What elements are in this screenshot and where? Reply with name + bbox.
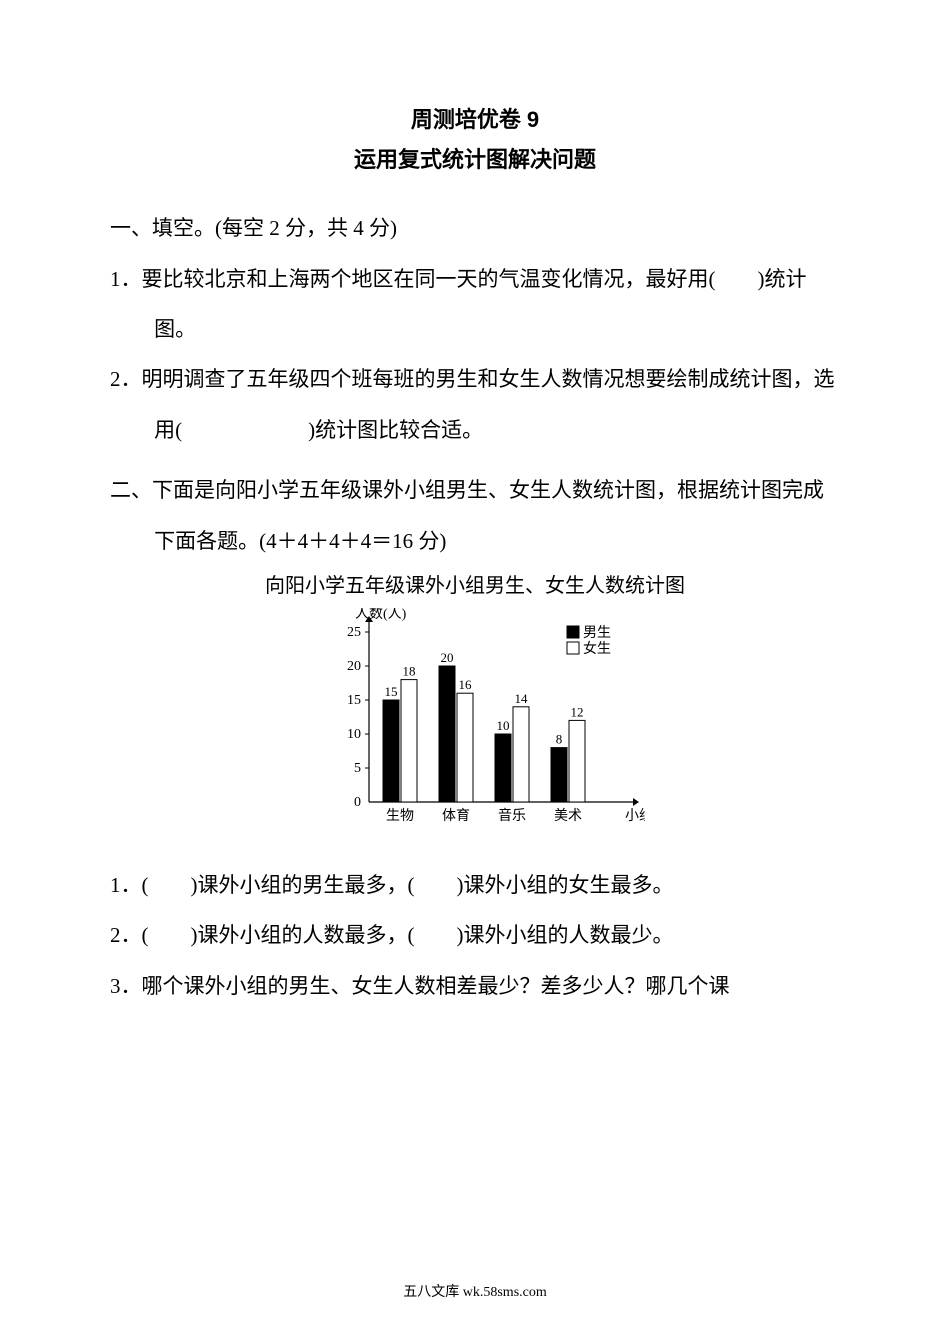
bar-chart: 0 5 10 15 20 25 人数(人) 男生女生 15 18 生物 20 16 体育 10 14 音乐 8 12… — [305, 608, 645, 848]
page-footer: 五八文库 wk.58sms.com — [0, 1276, 950, 1310]
svg-text:14: 14 — [515, 691, 529, 706]
page-title: 周测培优卷 9 — [110, 100, 840, 140]
svg-text:美术: 美术 — [554, 808, 582, 824]
svg-text:0: 0 — [354, 795, 361, 810]
svg-text:20: 20 — [347, 659, 361, 674]
svg-text:18: 18 — [403, 664, 416, 679]
svg-text:16: 16 — [459, 677, 473, 692]
section-2-q3: 3．哪个课外小组的男生、女生人数相差最少？差多少人？哪几个课 — [110, 961, 840, 1011]
svg-text:12: 12 — [571, 704, 584, 719]
section-1-q2: 2．明明调查了五年级四个班每班的男生和女生人数情况想要绘制成统计图，选用( )统… — [110, 354, 840, 455]
svg-text:女生: 女生 — [583, 640, 611, 657]
section-2-q2: 2．( )课外小组的人数最多，( )课外小组的人数最少。 — [110, 910, 840, 960]
svg-text:25: 25 — [347, 625, 361, 640]
svg-text:15: 15 — [385, 684, 398, 699]
page-subtitle: 运用复式统计图解决问题 — [110, 140, 840, 180]
section-2: 二、下面是向阳小学五年级课外小组男生、女生人数统计图，根据统计图完成下面各题。(… — [110, 465, 840, 1011]
svg-text:男生: 男生 — [583, 625, 611, 641]
svg-text:20: 20 — [441, 650, 454, 665]
svg-text:5: 5 — [354, 761, 361, 776]
section-2-q1: 1．( )课外小组的男生最多，( )课外小组的女生最多。 — [110, 860, 840, 910]
section-1-heading: 一、填空。(每空 2 分，共 4 分) — [110, 203, 840, 253]
section-1: 一、填空。(每空 2 分，共 4 分) 1．要比较北京和上海两个地区在同一天的气… — [110, 203, 840, 455]
svg-text:15: 15 — [347, 693, 361, 708]
svg-text:生物: 生物 — [386, 808, 414, 824]
svg-text:小组: 小组 — [625, 808, 645, 824]
section-2-heading: 二、下面是向阳小学五年级课外小组男生、女生人数统计图，根据统计图完成下面各题。(… — [110, 465, 840, 566]
chart-caption: 向阳小学五年级课外小组男生、女生人数统计图 — [110, 566, 840, 606]
chart-container: 0 5 10 15 20 25 人数(人) 男生女生 15 18 生物 20 16 体育 10 14 音乐 8 12… — [110, 608, 840, 848]
svg-text:体育: 体育 — [442, 808, 470, 824]
svg-text:8: 8 — [556, 732, 563, 747]
svg-text:10: 10 — [497, 718, 510, 733]
section-1-q1: 1．要比较北京和上海两个地区在同一天的气温变化情况，最好用( )统计图。 — [110, 254, 840, 355]
svg-text:音乐: 音乐 — [498, 807, 526, 824]
svg-text:10: 10 — [347, 727, 361, 742]
svg-text:人数(人): 人数(人) — [355, 608, 407, 622]
